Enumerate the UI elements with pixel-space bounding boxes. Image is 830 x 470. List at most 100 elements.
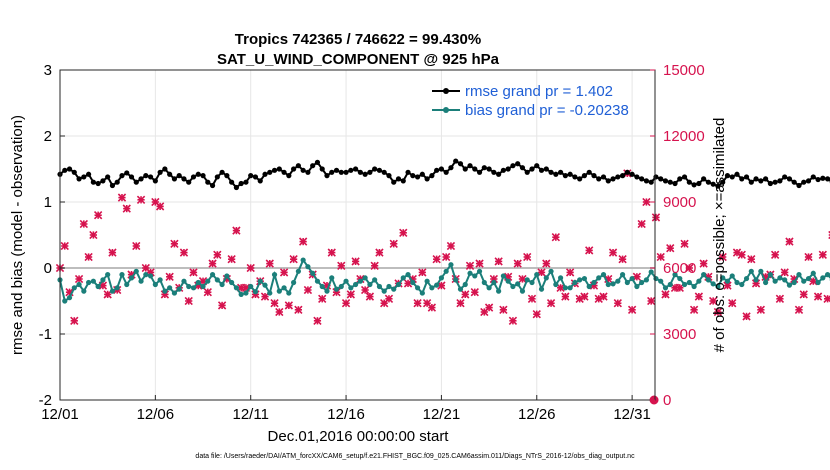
obs-point bbox=[179, 248, 189, 257]
obs-point bbox=[661, 290, 670, 299]
bias-point bbox=[581, 275, 588, 282]
bias-point bbox=[534, 272, 540, 278]
rmse-point bbox=[572, 174, 578, 180]
rmse-point bbox=[262, 171, 268, 177]
obs-point bbox=[341, 299, 351, 308]
bias-point bbox=[319, 283, 325, 290]
rmse-point bbox=[715, 183, 721, 189]
bias-point bbox=[791, 279, 797, 286]
bias-point bbox=[209, 272, 216, 278]
obs-point bbox=[461, 290, 470, 299]
rmse-point bbox=[147, 174, 154, 180]
x-tick-label: 12/16 bbox=[327, 406, 365, 423]
obs-point bbox=[527, 294, 537, 303]
bias-point bbox=[324, 288, 330, 294]
rmse-point bbox=[701, 176, 707, 182]
rmse-point bbox=[810, 174, 816, 180]
rmse-point bbox=[391, 179, 397, 185]
obs-point bbox=[432, 255, 441, 264]
bias-point bbox=[310, 270, 316, 276]
rmse-point bbox=[429, 173, 435, 179]
obs-point bbox=[442, 252, 451, 262]
bias-point bbox=[190, 285, 197, 291]
bias-point bbox=[195, 279, 201, 286]
bias-point bbox=[95, 283, 101, 290]
bias-point bbox=[672, 272, 678, 278]
bias-point bbox=[81, 288, 87, 294]
obs-point bbox=[637, 219, 646, 229]
rmse-point bbox=[824, 176, 830, 182]
y-right-tick-label: 6000 bbox=[663, 260, 696, 277]
obs-point bbox=[389, 239, 398, 248]
rmse-point bbox=[233, 184, 240, 191]
bias-point bbox=[348, 285, 354, 291]
bias-point bbox=[443, 268, 449, 274]
bias-point bbox=[205, 278, 211, 284]
rmse-point bbox=[372, 166, 378, 172]
obs-point bbox=[737, 250, 746, 259]
y-tick-label: 3 bbox=[44, 62, 52, 79]
x-tick-label: 12/11 bbox=[232, 406, 268, 423]
rmse-point bbox=[710, 181, 716, 187]
obs-point bbox=[747, 255, 756, 264]
bias-point bbox=[281, 285, 287, 291]
obs-point bbox=[155, 202, 165, 211]
bias-point bbox=[753, 277, 759, 283]
rmse-point bbox=[171, 176, 178, 182]
bias-point bbox=[362, 275, 368, 281]
obs-point bbox=[723, 281, 732, 290]
bias-point bbox=[782, 277, 788, 283]
rmse-point bbox=[90, 179, 96, 185]
y-axis-left: -2 -1 0 1 2 3 bbox=[39, 62, 65, 409]
bias-point bbox=[372, 277, 378, 283]
obs-point bbox=[708, 296, 718, 306]
rmse-point bbox=[472, 166, 478, 172]
bias-point bbox=[591, 279, 597, 286]
rmse-point bbox=[777, 178, 783, 184]
bias-point bbox=[734, 279, 740, 286]
rmse-point bbox=[538, 167, 545, 173]
rmse-point bbox=[581, 173, 588, 179]
obs-point bbox=[813, 292, 823, 301]
legend-bias-label: bias grand pr = -0.20238 bbox=[465, 102, 629, 119]
rmse-point bbox=[143, 173, 149, 179]
obs-point bbox=[60, 241, 69, 251]
obs-point bbox=[647, 296, 656, 306]
bias-point bbox=[271, 272, 278, 278]
bias-point bbox=[681, 281, 688, 288]
rmse-point bbox=[453, 158, 459, 164]
obs-point bbox=[289, 255, 298, 264]
bias-point bbox=[777, 275, 783, 281]
rmse-point bbox=[643, 178, 650, 184]
bias-point bbox=[505, 278, 511, 284]
rmse-point bbox=[629, 171, 635, 177]
obs-point bbox=[351, 257, 360, 266]
rmse-point bbox=[295, 163, 301, 169]
rmse-point bbox=[286, 173, 292, 179]
bias-point bbox=[62, 298, 68, 304]
bias-point bbox=[414, 285, 421, 291]
obs-point bbox=[508, 316, 518, 325]
rmse-point bbox=[314, 159, 321, 165]
obs-point bbox=[246, 263, 255, 273]
bias-point bbox=[615, 278, 621, 284]
bias-point bbox=[90, 278, 96, 284]
obs-point bbox=[818, 250, 827, 259]
rmse-point bbox=[772, 179, 778, 185]
bias-point bbox=[181, 278, 187, 284]
bias-point bbox=[333, 286, 340, 292]
bias-point bbox=[529, 279, 535, 286]
bias-point bbox=[491, 279, 497, 286]
plot-frame bbox=[59, 69, 656, 401]
y-right-tick-label: 3000 bbox=[663, 326, 696, 343]
obs-point bbox=[742, 312, 751, 321]
rmse-point bbox=[467, 163, 473, 169]
bias-point bbox=[824, 272, 830, 278]
rmse-point bbox=[209, 182, 216, 189]
bias-point bbox=[105, 272, 111, 278]
obs-point bbox=[804, 252, 813, 262]
x-tick-label: 12/06 bbox=[137, 406, 175, 423]
rmse-point bbox=[510, 163, 516, 169]
obs-point bbox=[642, 197, 651, 207]
obs-point bbox=[656, 252, 665, 262]
